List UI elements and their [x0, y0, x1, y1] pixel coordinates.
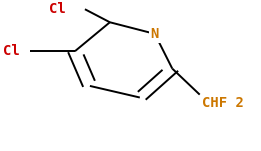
Text: Cl: Cl: [49, 2, 66, 16]
Text: CHF 2: CHF 2: [202, 96, 244, 110]
Text: Cl: Cl: [3, 44, 20, 58]
Text: N: N: [151, 27, 159, 41]
